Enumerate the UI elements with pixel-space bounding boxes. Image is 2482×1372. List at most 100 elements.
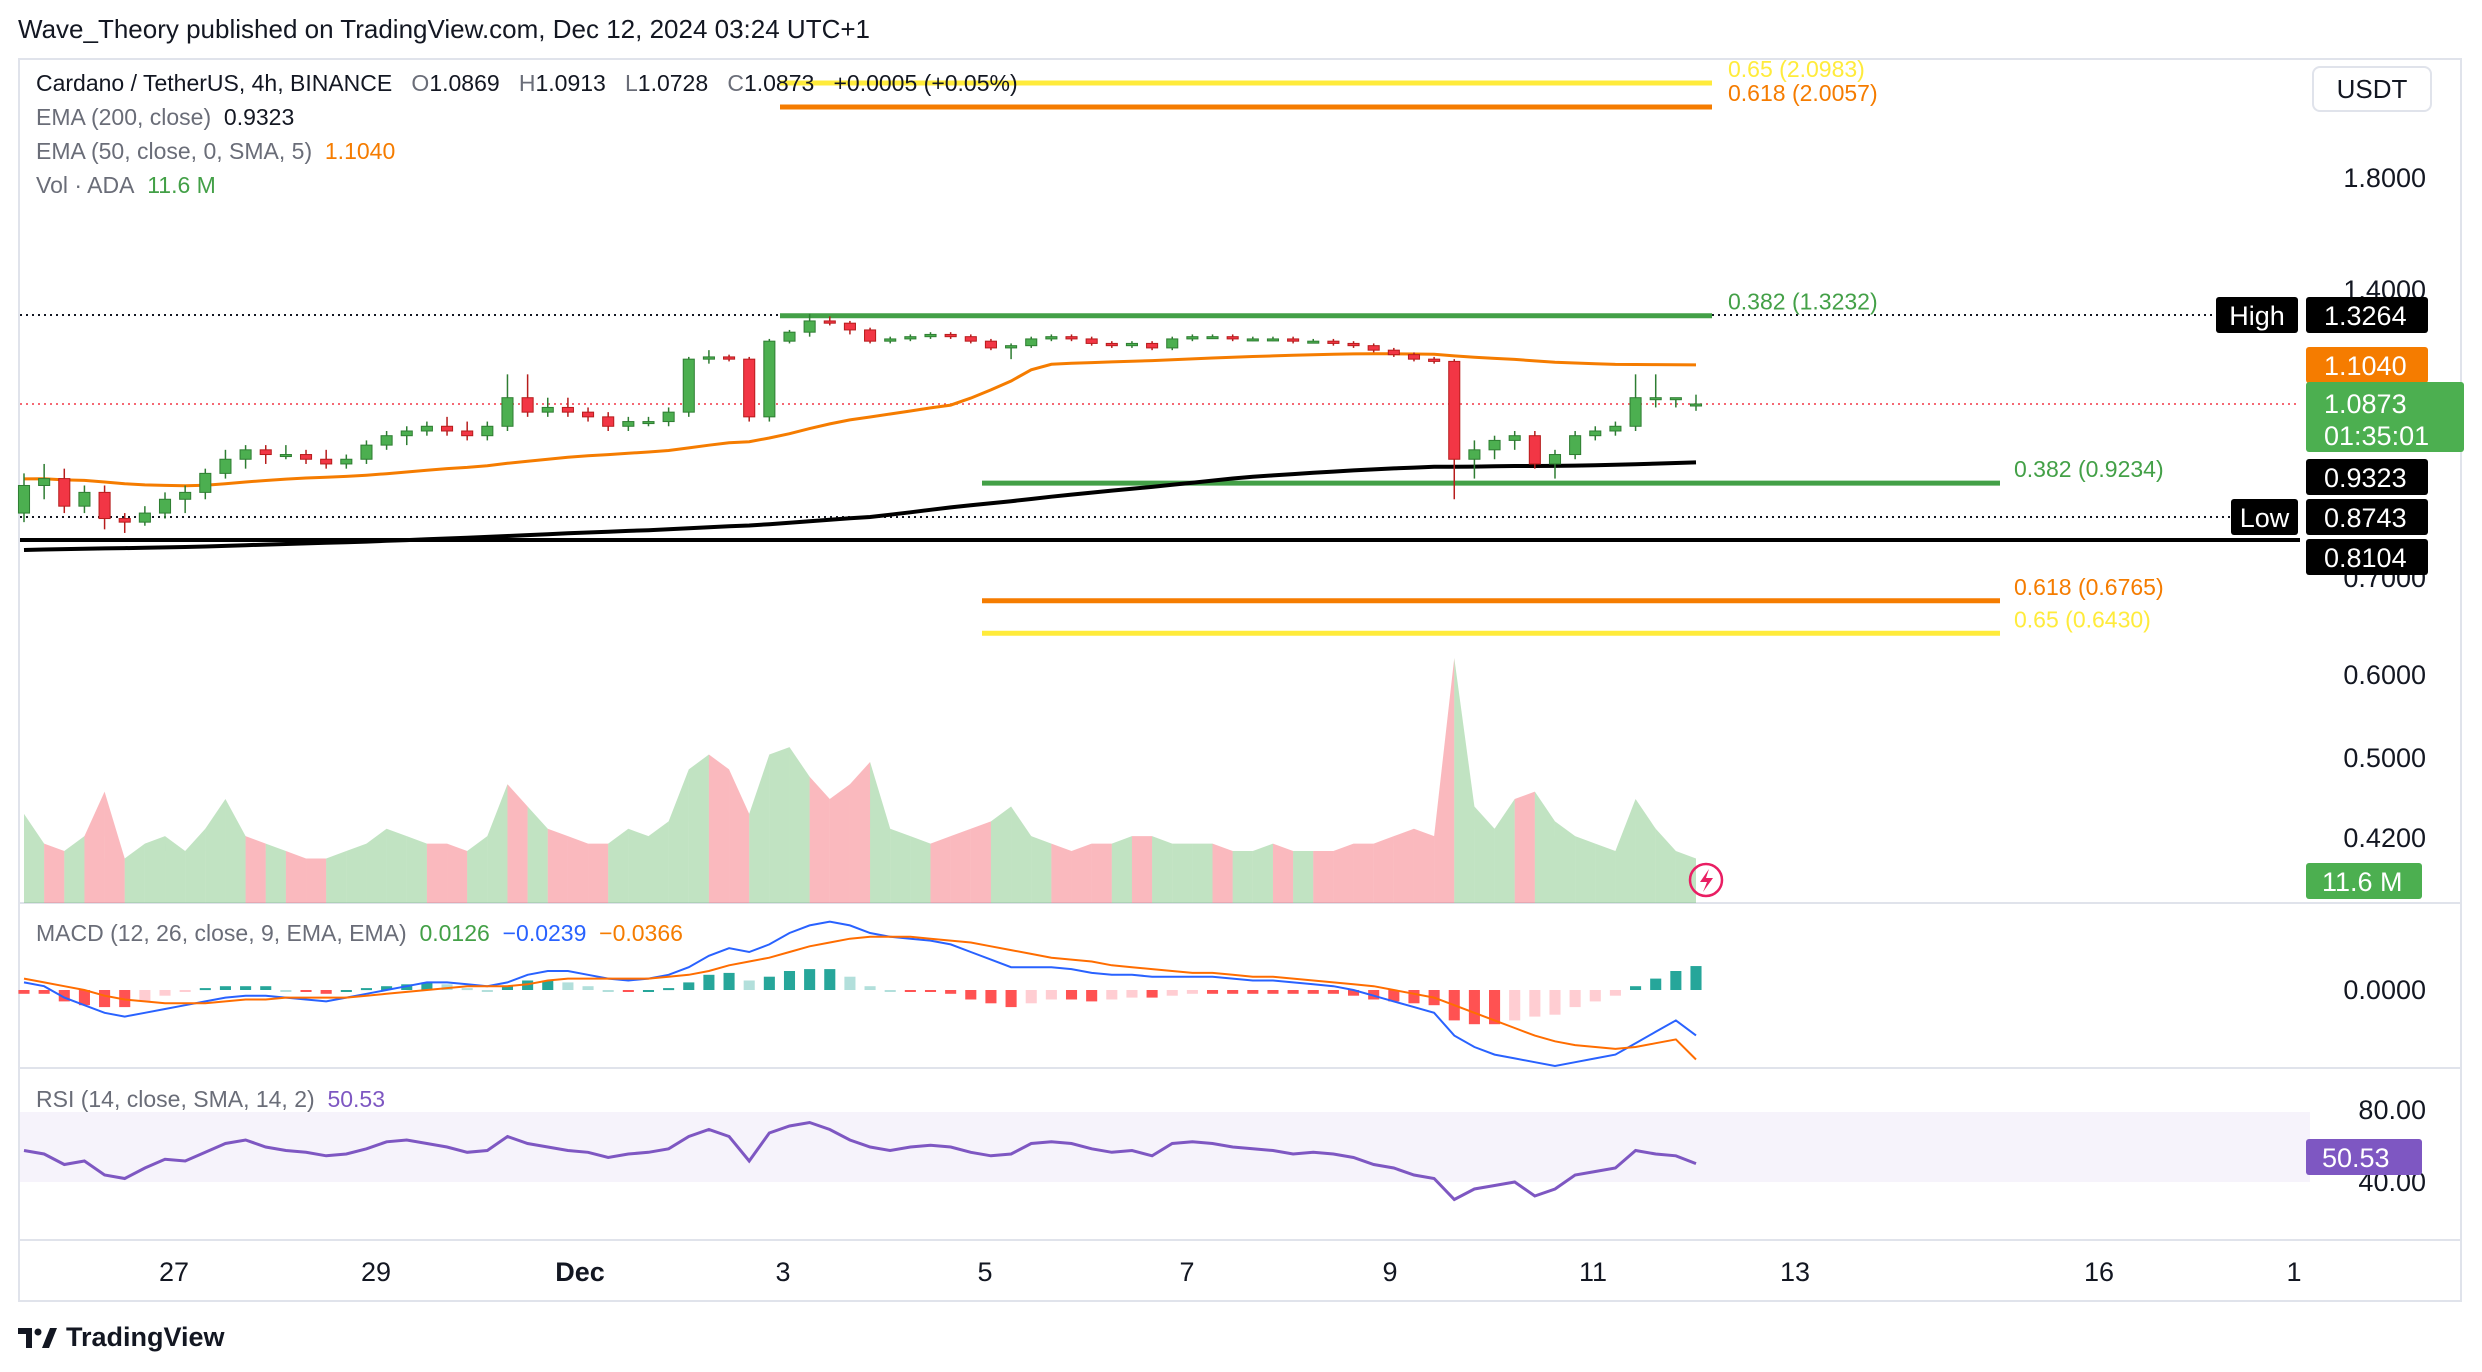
volume-area-segment — [1393, 828, 1414, 903]
ema200-legend[interactable]: EMA (200, close) 0.9323 — [36, 104, 294, 131]
fib-level-0618-lower-label: 0.618 (0.6765) — [2014, 574, 2164, 600]
candle-body — [904, 336, 917, 340]
volume-area-segment — [527, 806, 548, 903]
publisher-caption: Wave_Theory published on TradingView.com… — [18, 14, 870, 44]
macd-histogram-bar — [924, 990, 937, 992]
candle-body — [259, 449, 272, 456]
fib-level-0382-lower-label: 0.382 (0.9234) — [2014, 456, 2164, 482]
time-axis-tick: 11 — [1579, 1257, 1607, 1287]
volume-legend[interactable]: Vol · ADA 11.6 M — [36, 172, 216, 199]
macd-histogram-bar — [945, 990, 957, 994]
ema50-value: 1.1040 — [324, 138, 396, 164]
candle-body — [1548, 454, 1562, 465]
volume-area-segment — [1272, 843, 1294, 903]
low-value: 1.0728 — [637, 70, 709, 96]
volume-area-segment — [668, 769, 689, 903]
volume-area-segment — [245, 836, 266, 903]
price-tag-countdown: 01:35:01 — [2324, 421, 2429, 451]
volume-area-segment — [366, 828, 387, 903]
macd-histogram-bar — [743, 980, 755, 990]
candle-body — [924, 333, 937, 338]
time-axis-tick: 1 — [2286, 1257, 2301, 1287]
macd-histogram-bar — [260, 986, 272, 990]
ema200-line — [23, 460, 1697, 552]
price-tag-box — [2306, 459, 2428, 495]
candle-body — [964, 336, 977, 342]
high-value: 1.0913 — [535, 70, 606, 96]
macd-histogram-bar — [1307, 990, 1319, 994]
symbol-label[interactable]: Cardano / TetherUS, 4h, BINANCE — [36, 70, 393, 96]
candle-body — [783, 331, 796, 342]
volume-area-segment — [426, 843, 448, 903]
macd-histogram-bar — [360, 988, 372, 991]
candle-body — [279, 454, 292, 458]
volume-area-segment — [1051, 843, 1072, 903]
volume-area-segment — [104, 791, 125, 903]
rsi-line — [23, 1120, 1697, 1202]
volume-area-segment — [547, 828, 568, 903]
tradingview-brand: TradingView — [18, 1322, 225, 1353]
price-tag-label: Low — [2240, 503, 2290, 533]
macd-line-value: −0.0239 — [502, 920, 587, 946]
macd-histogram-bar — [683, 982, 695, 990]
candle-body — [561, 406, 574, 413]
volume-area-segment — [1534, 791, 1555, 903]
volume-area-segment — [1071, 843, 1092, 903]
macd-legend[interactable]: MACD (12, 26, close, 9, EMA, EMA) 0.0126… — [36, 920, 683, 947]
macd-histogram-bar — [1247, 990, 1259, 994]
candle-body — [1448, 360, 1461, 460]
volume-area-segment — [467, 836, 488, 903]
volume-area-segment — [64, 836, 85, 903]
volume-area-segment — [346, 843, 367, 903]
volume-area-segment — [890, 828, 911, 903]
volume-area-segment — [1554, 821, 1576, 903]
volume-area-segment — [1091, 843, 1112, 903]
price-tag-box — [2306, 297, 2428, 333]
candle-body — [803, 320, 816, 333]
volume-label: Vol · ADA — [36, 172, 135, 198]
candle-body — [199, 472, 212, 493]
volume-area-segment — [124, 843, 145, 903]
volume-area-segment — [1252, 843, 1273, 903]
fib-level-0382-upper-label: 0.382 (1.3232) — [1728, 289, 1878, 315]
macd-histogram-bar — [199, 988, 211, 991]
price-tag-value: 0.8743 — [2324, 503, 2407, 533]
time-axis-tick: 27 — [159, 1257, 189, 1287]
volume-area-segment — [507, 784, 528, 903]
candle-body — [702, 356, 715, 360]
macd-histogram-bar — [1468, 990, 1480, 1025]
price-tag-label-box — [2231, 499, 2298, 535]
rsi-legend[interactable]: RSI (14, close, SMA, 14, 2) 50.53 — [36, 1086, 385, 1113]
macd-histogram-bar — [985, 990, 997, 1004]
candle-body — [541, 406, 554, 413]
volume-area-segment — [870, 761, 891, 903]
ema50-line — [23, 352, 1697, 488]
macd-histogram-bar — [1589, 990, 1601, 1002]
volume-area-segment — [144, 836, 166, 903]
fib-level-0618-upper-label: 0.618 (2.0057) — [1728, 80, 1878, 106]
volume-area-segment — [1615, 799, 1636, 903]
volume-area-segment — [729, 769, 750, 903]
volume-area-segment — [1474, 806, 1495, 903]
time-axis-tick: 29 — [361, 1257, 391, 1287]
volume-area-segment — [809, 776, 830, 903]
candle-body — [582, 411, 595, 418]
candle-body — [864, 329, 877, 342]
candle-body — [1528, 435, 1541, 465]
candle-body — [219, 458, 232, 474]
volume-area-segment — [225, 799, 246, 903]
currency-button[interactable]: USDT — [2312, 66, 2432, 112]
candle-body — [1287, 338, 1300, 342]
ema50-legend[interactable]: EMA (50, close, 0, SMA, 5) 1.1040 — [36, 138, 395, 165]
macd-histogram-bar — [481, 990, 493, 992]
high-label: H — [518, 70, 536, 96]
price-tag-box — [2306, 347, 2428, 383]
candle-body — [461, 430, 474, 437]
macd-histogram-bar — [562, 982, 574, 990]
candle-body — [1327, 340, 1340, 344]
candle-body — [1669, 397, 1682, 401]
volume-area-segment — [930, 836, 951, 903]
volume-area-segment — [1575, 836, 1596, 903]
price-axis-tick: 0.6000 — [2343, 660, 2426, 690]
